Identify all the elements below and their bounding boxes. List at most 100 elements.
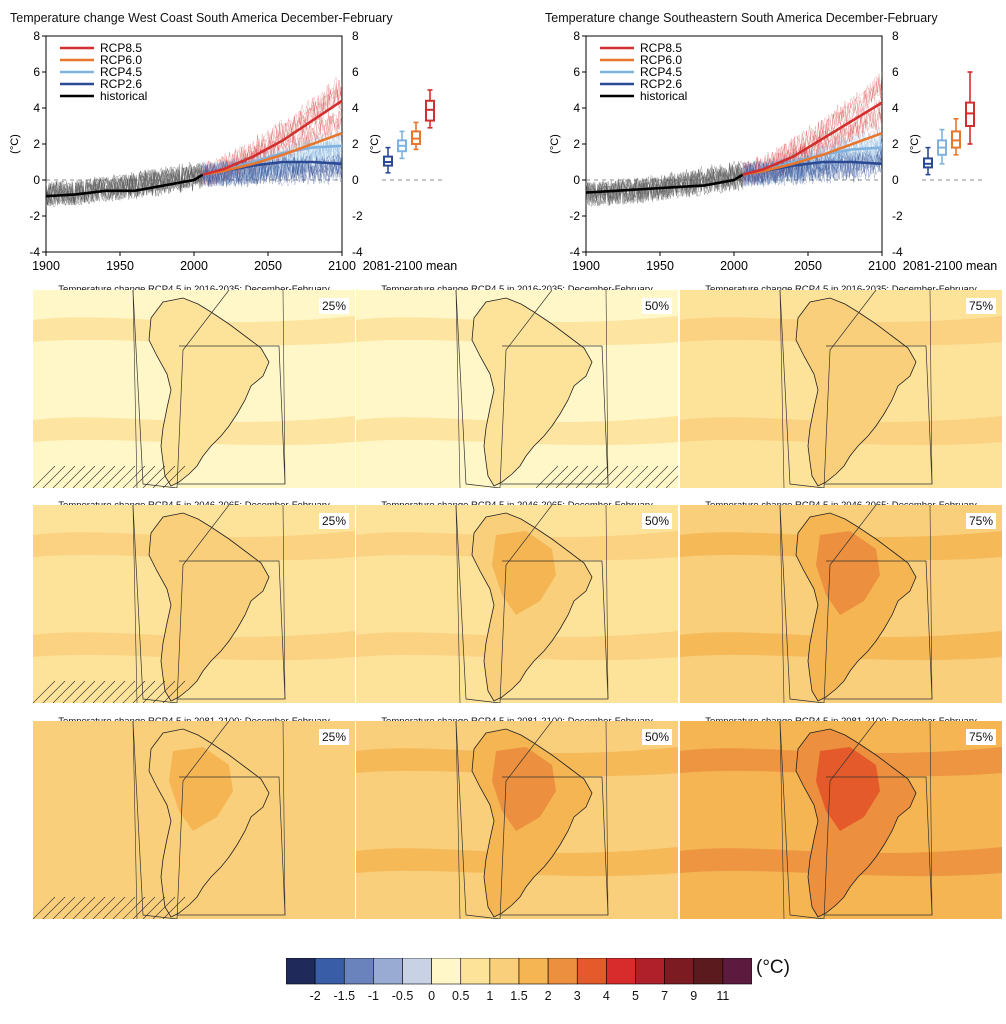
boxplot-rcp45 [397, 130, 407, 160]
y-tick-label-right: 6 [352, 65, 359, 79]
significance-hatching [33, 896, 186, 919]
colorbar-swatch [635, 958, 665, 985]
x-tick-label: 2050 [794, 259, 822, 273]
percentile-label: 75% [966, 513, 997, 529]
domain-outline [132, 721, 286, 919]
domain-outline [779, 505, 933, 703]
rcp85-ensemble-line [742, 100, 883, 187]
rcp26-ensemble-line [742, 150, 883, 186]
significance-hatching [33, 465, 186, 488]
map-panel [356, 505, 678, 703]
ts-title-west: Temperature change West Coast South Amer… [10, 11, 393, 25]
legend-label: RCP4.5 [100, 65, 142, 79]
series-line-rcp85 [202, 99, 343, 176]
y-tick-label-right: -2 [892, 209, 903, 223]
rcp85-ensemble-line [742, 99, 883, 186]
series-line-historical [585, 173, 744, 194]
colorbar-tick-label: 0 [428, 989, 436, 1003]
percentile-label: 25% [319, 513, 350, 529]
colorbar-swatch [664, 958, 695, 985]
timeseries-chart-southeast: -4 -4 -2 -2 0 0 2 2 4 4 6 6 8 8 (°C) (°C) 1900 1950 2000 20… [549, 29, 998, 273]
rcp85-ensemble-line [202, 80, 343, 183]
colorbar-swatch [460, 958, 491, 985]
colorbar-swatch [314, 958, 345, 985]
boxplot-rcp60 [951, 118, 961, 156]
historical-ensemble-line [45, 165, 204, 206]
rcp85-ensemble-line [742, 76, 883, 184]
boxplot-rcp85 [425, 89, 435, 129]
region-outline-west [779, 290, 877, 488]
mean-label: 2081-2100 mean [903, 259, 998, 273]
plot-frame [45, 35, 343, 253]
rcp45-ensemble-line [742, 140, 883, 185]
continent-hotspot [169, 747, 233, 831]
region-outline-southeast [177, 560, 286, 700]
colorbar-swatch [489, 958, 520, 985]
x-tick-label: 1950 [646, 259, 674, 273]
colorbar-swatch [693, 958, 724, 985]
map-panel [680, 505, 1002, 703]
continent-hotspot [816, 531, 880, 615]
legend-label: historical [100, 89, 147, 103]
rcp85-ensemble-line [202, 85, 343, 184]
y-tick-label: 6 [33, 65, 40, 79]
y-tick-label-right: -2 [352, 209, 363, 223]
rcp26-ensemble-line [202, 155, 343, 188]
y-tick-label-right: 8 [892, 29, 899, 43]
x-tick-label: 2100 [328, 259, 356, 273]
rcp45-ensemble-line [742, 147, 883, 187]
coastline [471, 512, 593, 702]
y-tick-label-right: -4 [892, 245, 903, 259]
percentile-label: 50% [642, 513, 673, 529]
y-tick-label: -4 [29, 245, 40, 259]
map-band [33, 673, 355, 703]
colorbar [286, 958, 752, 985]
continent-hotspot [169, 531, 233, 615]
rcp26-ensemble-line [202, 155, 343, 186]
colorbar-tick-label: 0.5 [452, 989, 470, 1003]
y-tick-label-right: 0 [892, 173, 899, 187]
colorbar-tick-label: 11 [716, 989, 730, 1003]
map-band [356, 458, 678, 488]
map-band [356, 673, 678, 703]
significance-hatching [33, 680, 186, 703]
colorbar-swatch [518, 958, 549, 985]
y-tick-label-right: -4 [352, 245, 363, 259]
continent-hotspot [169, 316, 233, 400]
series-line-rcp60 [202, 131, 343, 176]
y-tick-label-right: 4 [352, 101, 359, 115]
colorbar-tick-label: 5 [632, 989, 639, 1003]
colorbar-tick-label: -2 [309, 989, 321, 1003]
y-tick-label: 8 [573, 29, 580, 43]
map-panel [680, 290, 1002, 488]
colorbar-tick-label: 2 [544, 989, 552, 1003]
domain-outline [455, 290, 609, 488]
boxplot-rcp26 [923, 146, 933, 176]
legend-label: RCP6.0 [100, 53, 142, 67]
colorbar-unit: (°C) [756, 957, 790, 978]
y-axis-label: (°C) [9, 134, 21, 154]
rcp85-ensemble-line [202, 110, 343, 184]
rcp26-ensemble-line [202, 160, 343, 188]
rcp85-ensemble-line [742, 103, 883, 184]
series-line-rcp85 [742, 101, 883, 176]
x-tick-label: 2000 [180, 259, 208, 273]
y-tick-label: -2 [569, 209, 580, 223]
rcp45-ensemble-line [202, 148, 343, 184]
legend-label: RCP8.5 [640, 41, 682, 55]
domain-outline [779, 721, 933, 919]
rcp26-ensemble-line [202, 157, 343, 187]
region-outline-southeast [177, 345, 286, 485]
colorbar-tick-label: 9 [690, 989, 698, 1003]
rcp85-ensemble-line [742, 72, 883, 185]
rcp26-ensemble-line [742, 147, 883, 186]
colorbar-swatch [722, 958, 752, 985]
y-tick-label: 2 [33, 137, 40, 151]
colorbar-tick-label: 1 [486, 989, 494, 1003]
y-tick-label-right: 0 [352, 173, 359, 187]
region-outline-west [132, 290, 230, 488]
map-title: Temperature change RCP4.5 in 2016-2035: … [58, 284, 330, 295]
region-outline-southeast [824, 345, 933, 485]
y-axis-label-right: (°C) [909, 134, 921, 154]
x-tick-label: 2100 [868, 259, 896, 273]
